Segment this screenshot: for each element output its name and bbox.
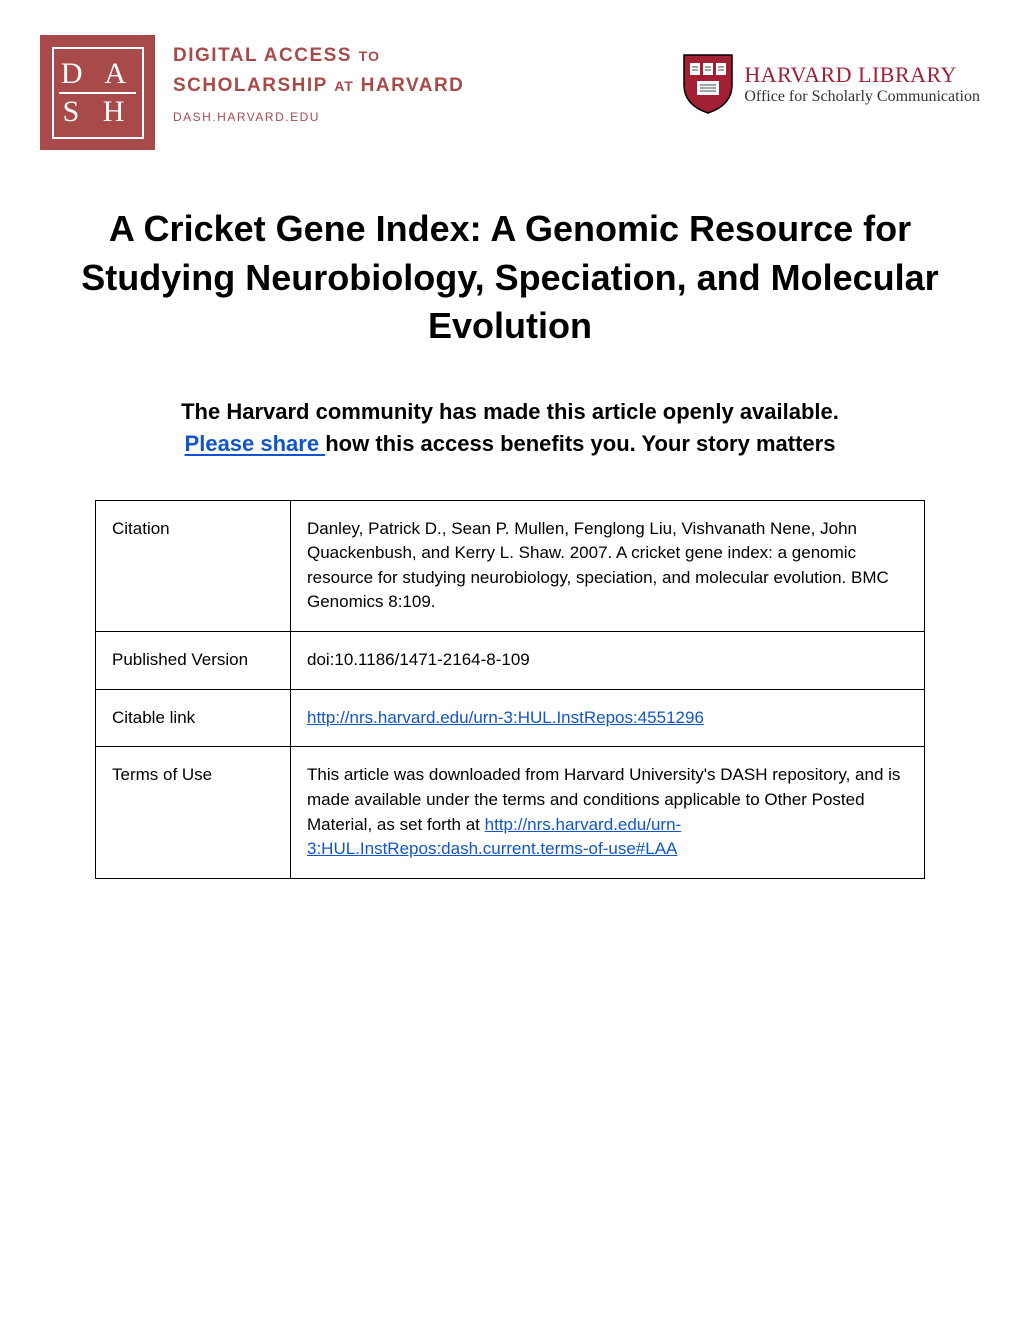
dash-text-block: DIGITAL ACCESS TO SCHOLARSHIP AT HARVARD… (173, 35, 464, 124)
citable-link-label: Citable link (96, 689, 291, 747)
please-share-link[interactable]: Please share (185, 431, 326, 456)
dash-title-2a: SCHOLARSHIP (173, 75, 327, 96)
library-subtitle: Office for Scholarly Communication (744, 88, 980, 106)
citable-link[interactable]: http://nrs.harvard.edu/urn-3:HUL.InstRep… (307, 708, 704, 727)
dash-title-line1: DIGITAL ACCESS TO (173, 43, 464, 69)
header-left: D A S H DIGITAL ACCESS TO SCHOLARSHIP AT… (40, 35, 464, 150)
library-text-block: HARVARD LIBRARY Office for Scholarly Com… (744, 62, 980, 106)
terms-value: This article was downloaded from Harvard… (291, 747, 925, 879)
dash-logo: D A S H (40, 35, 155, 150)
dash-title-2b: AT (334, 78, 354, 94)
library-title: HARVARD LIBRARY (744, 62, 980, 88)
metadata-table: Citation Danley, Patrick D., Sean P. Mul… (95, 500, 925, 879)
dash-subtitle: DASH.HARVARD.EDU (173, 110, 464, 124)
dash-logo-inner: D A S H (52, 47, 144, 139)
header-right: HARVARD LIBRARY Office for Scholarly Com… (682, 35, 980, 115)
dash-title-2c: HARVARD (361, 75, 465, 96)
harvard-shield-icon (682, 53, 734, 115)
published-version-value: doi:10.1186/1471-2164-8-109 (291, 632, 925, 690)
table-row: Published Version doi:10.1186/1471-2164-… (96, 632, 925, 690)
page-header: D A S H DIGITAL ACCESS TO SCHOLARSHIP AT… (40, 35, 980, 150)
dash-title-1b: TO (359, 48, 380, 64)
page-title: A Cricket Gene Index: A Genomic Resource… (70, 205, 950, 351)
subtitle-part1: The Harvard community has made this arti… (181, 399, 839, 424)
subtitle-part2: how this access benefits you. Your story… (325, 431, 835, 456)
page-subtitle: The Harvard community has made this arti… (150, 396, 870, 460)
dash-title-1a: DIGITAL ACCESS (173, 45, 352, 66)
terms-label: Terms of Use (96, 747, 291, 879)
citable-link-value: http://nrs.harvard.edu/urn-3:HUL.InstRep… (291, 689, 925, 747)
dash-logo-row2: S H (63, 94, 133, 128)
table-row: Citation Danley, Patrick D., Sean P. Mul… (96, 500, 925, 632)
published-version-label: Published Version (96, 632, 291, 690)
table-row: Terms of Use This article was downloaded… (96, 747, 925, 879)
dash-logo-row1: D A (59, 58, 136, 94)
table-row: Citable link http://nrs.harvard.edu/urn-… (96, 689, 925, 747)
citation-label: Citation (96, 500, 291, 632)
dash-title-line2: SCHOLARSHIP AT HARVARD (173, 73, 464, 99)
citation-value: Danley, Patrick D., Sean P. Mullen, Feng… (291, 500, 925, 632)
